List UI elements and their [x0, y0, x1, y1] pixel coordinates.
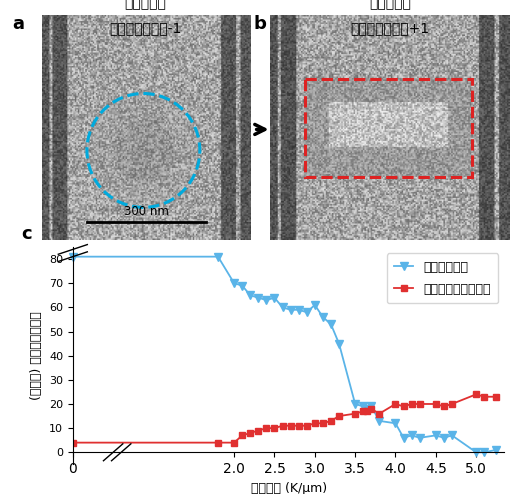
スキルミオン [70, 254, 76, 260]
スキルミオン [409, 432, 415, 438]
アンチスキルミオン [400, 404, 407, 410]
Text: b: b [254, 15, 267, 33]
スキルミオン [231, 280, 237, 286]
アンチスキルミオン [473, 391, 479, 397]
アンチスキルミオン [360, 408, 367, 414]
アンチスキルミオン [328, 418, 334, 424]
Text: c: c [21, 225, 32, 243]
アンチスキルミオン [215, 440, 221, 446]
アンチスキルミオン [255, 428, 262, 434]
アンチスキルミオン [364, 408, 370, 414]
スキルミオン [400, 435, 407, 441]
スキルミオン [271, 295, 278, 301]
アンチスキルミオン [231, 440, 237, 446]
スキルミオン [433, 432, 439, 438]
アンチスキルミオン [304, 423, 310, 429]
アンチスキルミオン [433, 401, 439, 407]
Text: 熱流印加後: 熱流印加後 [369, 0, 411, 10]
アンチスキルミオン [288, 423, 294, 429]
アンチスキルミオン [409, 401, 415, 407]
スキルミオン [239, 283, 245, 288]
Line: スキルミオン: スキルミオン [69, 252, 500, 456]
スキルミオン [393, 420, 399, 426]
スキルミオン [311, 302, 318, 308]
Text: 300 nm: 300 nm [124, 205, 169, 218]
スキルミオン [295, 307, 302, 313]
スキルミオン [288, 307, 294, 313]
スキルミオン [449, 432, 455, 438]
アンチスキルミオン [352, 411, 358, 416]
Y-axis label: (アンチ) スキルミオン数: (アンチ) スキルミオン数 [30, 311, 43, 400]
スキルミオン [263, 297, 269, 303]
Legend: スキルミオン, アンチスキルミオン: スキルミオン, アンチスキルミオン [387, 253, 498, 303]
アンチスキルミオン [295, 423, 302, 429]
スキルミオン [247, 292, 253, 298]
スキルミオン [320, 314, 326, 320]
スキルミオン [255, 295, 262, 301]
Text: トポロジカル数+1: トポロジカル数+1 [350, 22, 430, 36]
Bar [305, 79, 472, 177]
アンチスキルミオン [393, 401, 399, 407]
Text: a: a [12, 15, 24, 33]
Text: 熱流印加前: 熱流印加前 [125, 0, 166, 10]
アンチスキルミオン [279, 423, 285, 429]
Line: アンチスキルミオン: アンチスキルミオン [69, 391, 500, 446]
スキルミオン [215, 254, 221, 260]
スキルミオン [336, 341, 342, 347]
アンチスキルミオン [271, 425, 278, 431]
スキルミオン [481, 450, 487, 455]
スキルミオン [352, 401, 358, 407]
アンチスキルミオン [70, 440, 76, 446]
アンチスキルミオン [239, 432, 245, 438]
スキルミオン [441, 435, 447, 441]
スキルミオン [473, 450, 479, 455]
アンチスキルミオン [247, 430, 253, 436]
アンチスキルミオン [376, 411, 383, 416]
X-axis label: 温度勾配 (K/μm): 温度勾配 (K/μm) [251, 482, 327, 494]
スキルミオン [328, 321, 334, 327]
アンチスキルミオン [449, 401, 455, 407]
アンチスキルミオン [320, 420, 326, 426]
アンチスキルミオン [493, 394, 499, 400]
アンチスキルミオン [441, 404, 447, 410]
スキルミオン [279, 304, 285, 310]
スキルミオン [417, 435, 423, 441]
アンチスキルミオン [336, 413, 342, 419]
アンチスキルミオン [481, 394, 487, 400]
スキルミオン [304, 309, 310, 315]
スキルミオン [493, 447, 499, 453]
スキルミオン [360, 404, 367, 410]
Text: トポロジカル数-1: トポロジカル数-1 [109, 22, 182, 36]
アンチスキルミオン [311, 420, 318, 426]
アンチスキルミオン [263, 425, 269, 431]
スキルミオン [376, 418, 383, 424]
アンチスキルミオン [368, 406, 374, 412]
アンチスキルミオン [417, 401, 423, 407]
スキルミオン [368, 404, 374, 410]
スキルミオン [364, 406, 370, 412]
